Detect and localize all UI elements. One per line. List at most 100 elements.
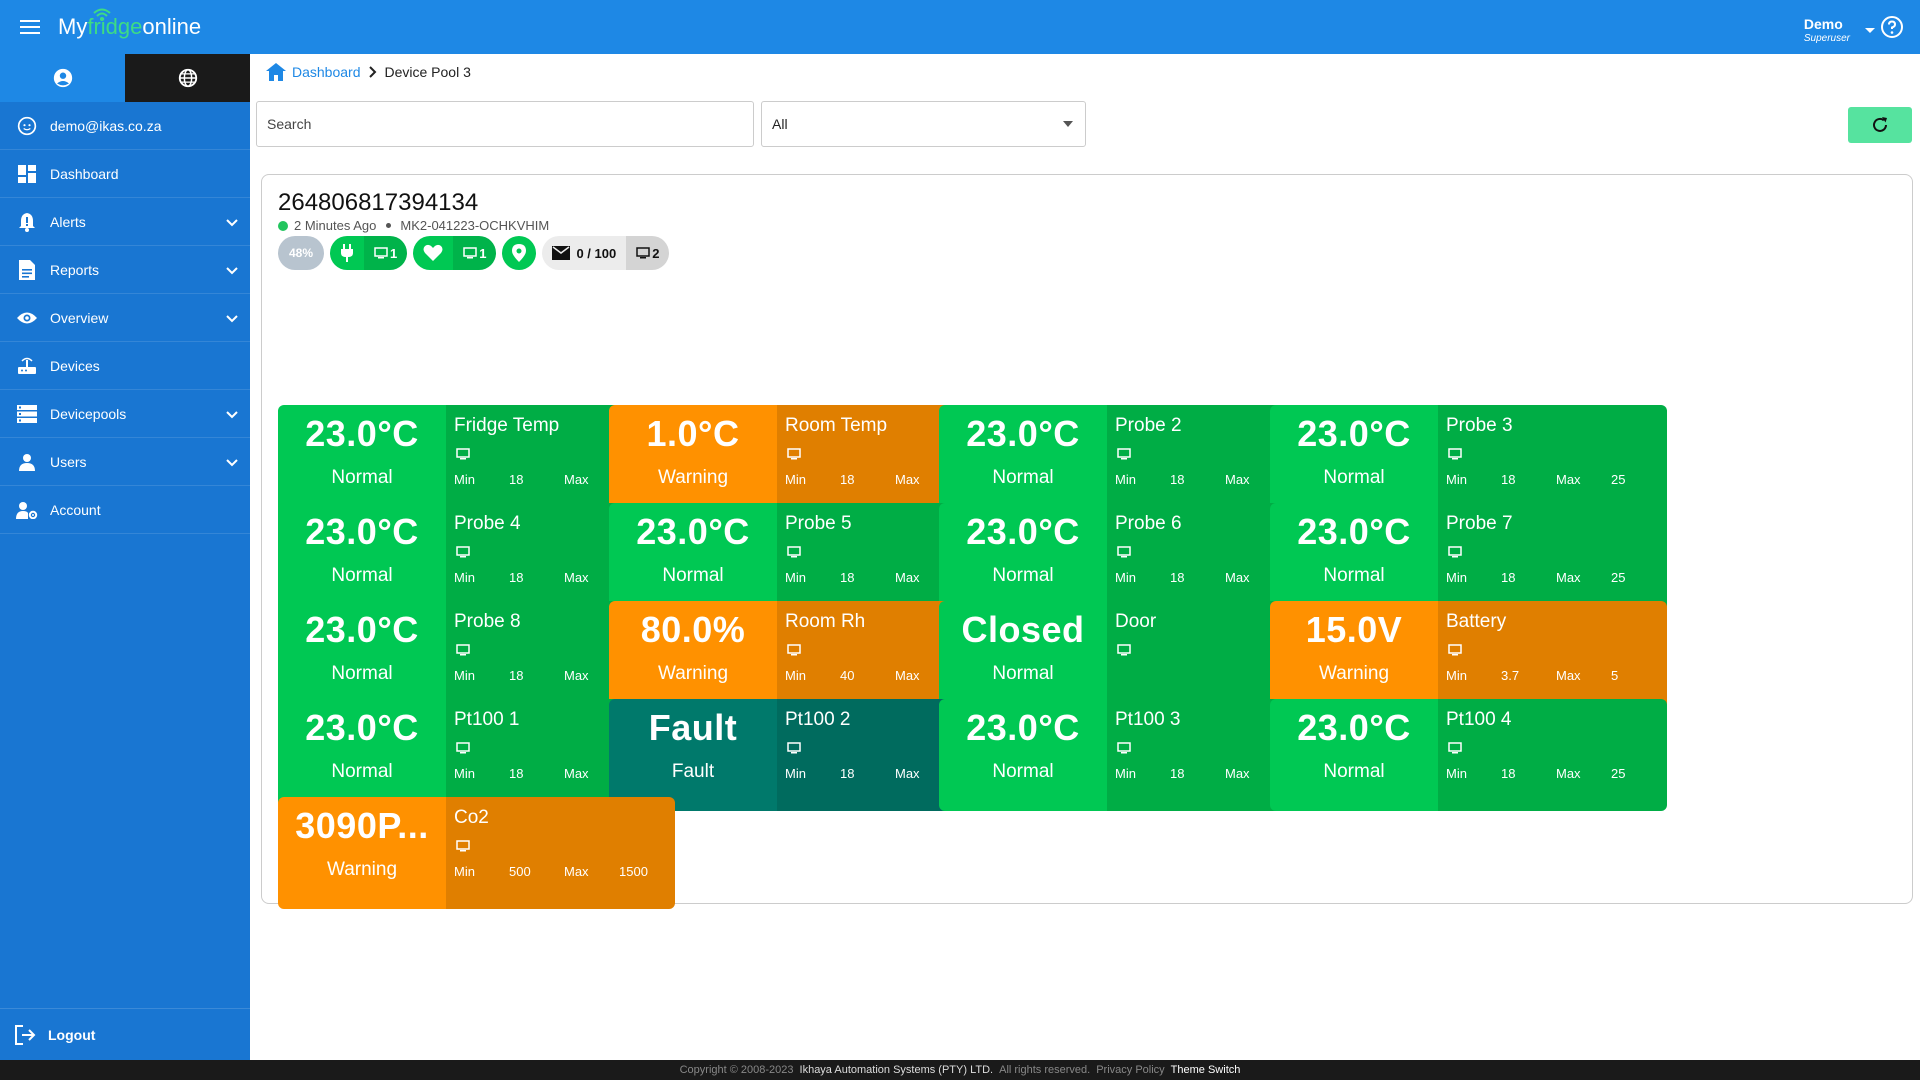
- monitor-icon: [1117, 545, 1131, 563]
- sensor-value: 23.0°C: [1297, 511, 1411, 552]
- sensor-value: 15.0V: [1305, 609, 1403, 650]
- plug-icon: [330, 236, 364, 270]
- sidebar-item-label: Overview: [50, 309, 109, 326]
- footer: Copyright © 2008-2023 Ikhaya Automation …: [0, 1060, 1920, 1080]
- monitor-icon: [1117, 643, 1131, 661]
- sidebar-item-account[interactable]: Account: [0, 486, 250, 534]
- sensor-tile[interactable]: Closed Normal Door: [939, 601, 1336, 713]
- max-label: Max: [1556, 472, 1581, 487]
- tab-profile[interactable]: [0, 54, 125, 102]
- screens-count: 2: [652, 245, 660, 261]
- sensor-value: 23.0°C: [1297, 413, 1411, 454]
- user-menu[interactable]: Demo Superuser: [1803, 16, 1875, 44]
- sidebar-item-alerts[interactable]: Alerts: [0, 198, 250, 246]
- sensor-value: 80.0%: [640, 609, 746, 650]
- monitor-icon: [456, 839, 470, 857]
- sidebar-item-reports[interactable]: Reports: [0, 246, 250, 294]
- sensor-status: Normal: [992, 467, 1054, 488]
- sidebar-item-overview[interactable]: Overview: [0, 294, 250, 342]
- max-value: 25: [1611, 766, 1626, 781]
- sensor-name: Room Rh: [785, 611, 866, 632]
- eye-icon: [16, 307, 38, 329]
- sensor-reading: Fault Fault: [609, 699, 777, 811]
- app-logo[interactable]: Myfridgeonline: [58, 8, 202, 40]
- sensor-info: Probe 7 Min 18 Max 25: [1438, 503, 1667, 615]
- min-value: 18: [1170, 472, 1185, 487]
- chevron-down-icon: [226, 454, 238, 470]
- refresh-button[interactable]: [1848, 107, 1912, 143]
- min-label: Min: [1115, 472, 1136, 487]
- sensor-tile[interactable]: 3090P... Warning Co2 Min 500 Max 1500: [278, 797, 675, 909]
- battery-chip[interactable]: 48%: [278, 236, 324, 270]
- power-count: 1: [390, 245, 398, 261]
- person-icon: [16, 451, 38, 473]
- monitor-icon: [787, 741, 801, 759]
- theme-switch-link[interactable]: Theme Switch: [1170, 1064, 1241, 1076]
- search-input[interactable]: [256, 101, 754, 147]
- sidebar-item-users[interactable]: Users: [0, 438, 250, 486]
- sensor-name: Probe 2: [1115, 415, 1182, 436]
- chevron-down-icon: [226, 262, 238, 278]
- sidebar-item-dashboard[interactable]: Dashboard: [0, 150, 250, 198]
- help-icon[interactable]: [1880, 15, 1904, 44]
- min-value: 18: [1170, 570, 1185, 585]
- breadcrumb-home[interactable]: Dashboard: [266, 63, 361, 81]
- monitor-icon: [1117, 447, 1131, 465]
- max-label: Max: [564, 766, 589, 781]
- home-icon: [266, 63, 286, 81]
- sensor-info: Battery Min 3.7 Max 5: [1438, 601, 1667, 713]
- sensor-value: 1.0°C: [646, 413, 740, 454]
- tab-global[interactable]: [125, 54, 250, 102]
- logout-icon: [14, 1024, 36, 1045]
- sensor-name: Pt100 2: [785, 709, 851, 730]
- sidebar-email[interactable]: demo@ikas.co.za: [0, 102, 250, 150]
- max-label: Max: [1556, 668, 1581, 683]
- logo-text-online: online: [142, 14, 202, 39]
- sensor-status: Normal: [331, 761, 393, 782]
- sensor-tile[interactable]: 23.0°C Normal Probe 3 Min 18 Max 25: [1270, 405, 1667, 517]
- logout-button[interactable]: Logout: [0, 1008, 250, 1060]
- battery-level: 48%: [288, 246, 314, 260]
- sensor-tile[interactable]: 15.0V Warning Battery Min 3.7 Max 5: [1270, 601, 1667, 713]
- sensor-status: Normal: [1323, 467, 1385, 488]
- sensor-reading: 23.0°C Normal: [278, 699, 446, 811]
- pool-filter-select[interactable]: All: [761, 101, 1086, 147]
- sensor-name: Probe 3: [1446, 415, 1513, 436]
- sidebar-item-label: Account: [50, 501, 101, 518]
- footer-company: Ikhaya Automation Systems (PTY) LTD.: [799, 1064, 994, 1076]
- user-name: Demo: [1803, 16, 1843, 32]
- location-chip[interactable]: [502, 236, 537, 270]
- sensor-name: Co2: [454, 807, 489, 828]
- device-serial: MK2-041223-OCHKVHIM: [400, 218, 550, 233]
- power-chip[interactable]: 1: [330, 236, 408, 270]
- min-label: Min: [1115, 570, 1136, 585]
- online-status-dot: [278, 220, 288, 231]
- sensor-name: Fridge Temp: [454, 415, 560, 436]
- sensor-name: Probe 4: [454, 513, 521, 534]
- sidebar-item-devices[interactable]: Devices: [0, 342, 250, 390]
- monitor-icon: [1117, 741, 1131, 759]
- sidebar-item-devicepools[interactable]: Devicepools: [0, 390, 250, 438]
- account-settings-icon: [16, 499, 38, 521]
- min-label: Min: [1115, 766, 1136, 781]
- sensor-tile[interactable]: 23.0°C Normal Pt100 4 Min 18 Max 25: [1270, 699, 1667, 811]
- sensor-value: 23.0°C: [966, 511, 1080, 552]
- monitor-icon: [787, 643, 801, 661]
- sensor-info: Co2 Min 500 Max 1500: [446, 797, 675, 909]
- max-label: Max: [564, 864, 589, 879]
- max-value: 25: [1611, 570, 1626, 585]
- min-label: Min: [785, 472, 806, 487]
- sensor-status: Normal: [662, 565, 724, 586]
- min-value: 18: [1501, 472, 1516, 487]
- sensor-reading: 23.0°C Normal: [1270, 699, 1438, 811]
- device-status-chips: 48% 1 1: [278, 236, 670, 270]
- sensor-tile[interactable]: 23.0°C Normal Probe 7 Min 18 Max 25: [1270, 503, 1667, 615]
- sensor-reading: 23.0°C Normal: [609, 503, 777, 615]
- min-label: Min: [1446, 570, 1467, 585]
- privacy-policy-link[interactable]: Privacy Policy: [1096, 1064, 1165, 1076]
- messages-chip[interactable]: 0 / 100 2: [542, 236, 670, 270]
- menu-icon[interactable]: [0, 0, 60, 54]
- min-label: Min: [454, 864, 475, 879]
- health-chip[interactable]: 1: [413, 236, 497, 270]
